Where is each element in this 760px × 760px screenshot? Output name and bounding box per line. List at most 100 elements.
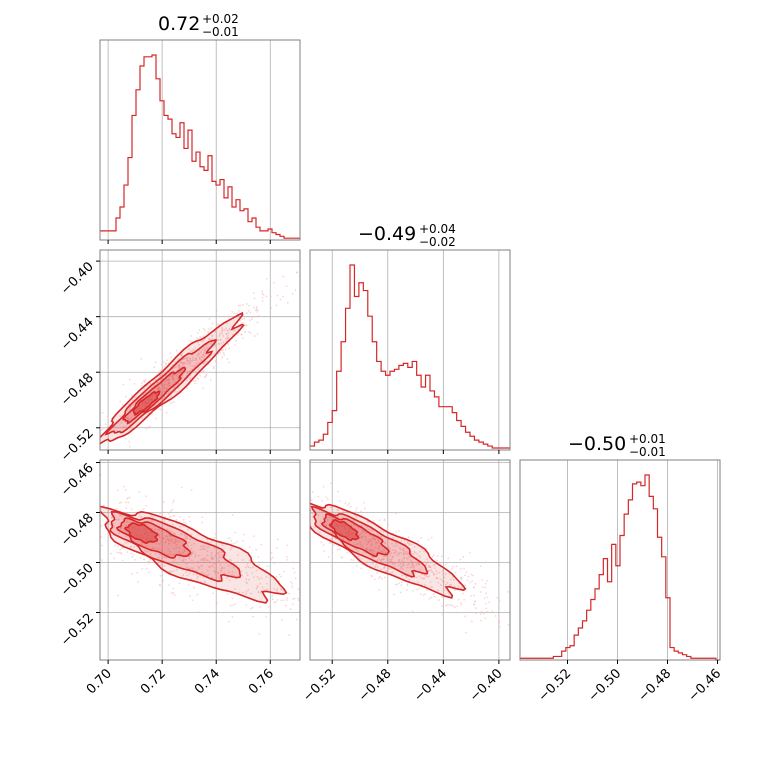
sample-point <box>221 544 224 546</box>
sample-point <box>377 547 380 550</box>
sample-point <box>239 319 242 322</box>
sample-point <box>180 361 183 364</box>
sample-point <box>119 400 121 403</box>
sample-point <box>158 535 161 537</box>
sample-point <box>221 554 224 557</box>
sample-point <box>154 529 157 531</box>
sample-point <box>117 518 120 521</box>
y-tick-label: −0.52 <box>58 426 97 465</box>
sample-point <box>355 507 358 510</box>
sample-point <box>194 553 197 556</box>
panel-1-1 <box>310 250 510 450</box>
sample-point <box>189 358 192 360</box>
sample-point <box>451 567 454 570</box>
histogram-param-1 <box>100 54 300 239</box>
sample-point <box>112 522 115 525</box>
sample-point <box>104 423 107 426</box>
sample-point <box>169 535 171 537</box>
sample-point <box>143 532 146 535</box>
sample-point <box>130 545 133 548</box>
sample-point <box>396 583 399 586</box>
contour-level-3 <box>320 513 390 558</box>
sample-point <box>406 566 409 569</box>
sample-point <box>400 581 403 583</box>
sample-point <box>450 604 453 607</box>
sample-point <box>261 586 264 589</box>
sample-point <box>124 426 127 428</box>
sample-point <box>205 346 208 349</box>
sample-point <box>122 383 125 386</box>
sample-point <box>150 386 153 389</box>
sample-point <box>231 542 233 545</box>
sample-point <box>174 558 177 561</box>
sample-point <box>261 290 264 293</box>
sample-point <box>182 357 185 360</box>
sample-point <box>214 359 217 362</box>
sample-point <box>394 563 396 565</box>
sample-point <box>286 558 289 561</box>
sample-point <box>170 516 172 518</box>
sample-point <box>253 297 256 300</box>
sample-point <box>344 527 346 530</box>
sample-point <box>163 365 166 368</box>
sample-point <box>437 581 440 584</box>
sample-point <box>297 588 300 591</box>
sample-point <box>222 341 225 344</box>
sample-point <box>430 596 433 599</box>
sample-point <box>199 351 202 354</box>
sample-point <box>139 556 142 559</box>
sample-point <box>110 516 113 519</box>
sample-point <box>338 548 341 551</box>
sample-point <box>475 607 477 610</box>
sample-point <box>49 489 51 491</box>
sample-point <box>376 541 378 544</box>
sample-point <box>374 565 377 568</box>
sample-point <box>227 332 230 334</box>
sample-point <box>256 332 259 335</box>
sample-point <box>185 562 188 565</box>
sample-point <box>134 532 137 535</box>
sample-point <box>202 327 205 330</box>
sample-point <box>124 489 127 491</box>
sample-point <box>408 555 410 558</box>
sample-point <box>384 551 386 554</box>
sample-point <box>198 356 201 359</box>
sample-point <box>358 533 360 536</box>
sample-point <box>211 558 214 560</box>
sample-point <box>413 553 415 556</box>
sample-point <box>244 566 247 569</box>
sample-point <box>269 295 272 298</box>
sample-point <box>129 445 131 448</box>
sample-point <box>170 402 173 405</box>
sample-point <box>427 560 429 563</box>
sample-point <box>256 585 259 587</box>
sample-point <box>126 409 129 412</box>
sample-point <box>462 556 465 558</box>
sample-point <box>390 552 393 554</box>
sample-point <box>274 601 277 604</box>
sample-point <box>418 575 421 578</box>
sample-point <box>47 459 49 461</box>
sample-point <box>260 543 263 546</box>
sample-point <box>124 501 127 504</box>
sample-point <box>278 573 281 576</box>
sample-point <box>367 540 369 543</box>
contour-level-4 <box>124 522 159 545</box>
sample-point <box>415 563 418 566</box>
sample-point <box>236 540 239 543</box>
sample-point <box>390 560 393 563</box>
sample-point <box>197 575 199 578</box>
sample-point <box>97 544 99 546</box>
sample-point <box>440 605 443 607</box>
sample-point <box>132 403 135 406</box>
sample-point <box>197 367 200 369</box>
y-tick-label: −0.40 <box>58 259 97 298</box>
sample-point <box>204 557 207 560</box>
sample-point <box>178 540 181 543</box>
sample-point <box>373 578 376 581</box>
sample-point <box>207 363 210 366</box>
sample-point <box>348 528 351 531</box>
sample-point <box>248 559 251 562</box>
sample-point <box>127 497 129 500</box>
sample-point <box>217 572 220 575</box>
